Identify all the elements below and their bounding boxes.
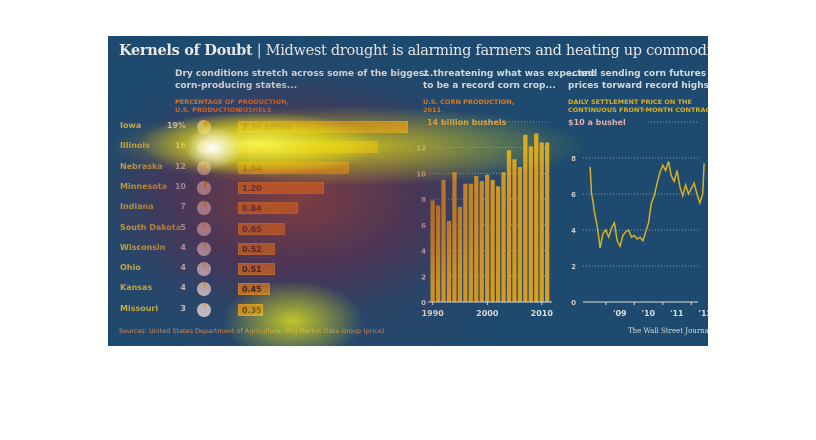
production-bar-2003 (501, 172, 506, 302)
price-y-tick-label: 0 (571, 299, 576, 307)
bar-y-tick-label: 6 (421, 222, 426, 230)
production-bar-1992 (441, 179, 446, 302)
production-bar-2005 (512, 159, 517, 302)
credit: The Wall Street Journal (628, 327, 708, 335)
charts-svg: 0 2 4 6 8 10 12 14 billion bushels 1990 2000 2010 0… (416, 118, 708, 318)
production-bar-1999 (479, 181, 484, 302)
production-bar-2007 (523, 134, 528, 302)
production-bar-2004 (506, 150, 512, 302)
price-y-tick-label: 4 (571, 227, 576, 235)
sources-note: Sources: United States Department of Agr… (119, 327, 385, 335)
bar-y-tick-label: 8 (421, 196, 426, 204)
price-y-tick-label: 6 (571, 191, 576, 199)
production-bar-2008 (528, 146, 533, 302)
price-y-tick-label: $10 a bushel (568, 118, 626, 127)
production-bar-1991 (435, 205, 441, 302)
production-bar-2000 (485, 174, 490, 302)
bar-x-tick-label: 1990 (422, 309, 445, 318)
price-x-tick-label: '10 (642, 309, 656, 318)
bar-y-tick-label: 10 (416, 170, 426, 178)
production-bar-2011 (545, 142, 550, 302)
production-bar-2002 (495, 186, 501, 302)
price-y-tick-label: 8 (571, 155, 576, 163)
production-bar-1997 (468, 183, 473, 302)
price-x-tick-label: '12 (699, 309, 708, 318)
production-bar-2001 (490, 179, 495, 302)
bar-y-tick-label: 0 (421, 299, 426, 307)
price-x-tick-label: '11 (670, 309, 684, 318)
production-bar-1993 (446, 220, 452, 302)
infographic: Kernels of Doubt | Midwest drought is al… (108, 36, 708, 346)
production-bar-2009 (534, 133, 539, 302)
production-bar-1990 (430, 200, 435, 302)
bar-x-tick-label: 2010 (531, 309, 554, 318)
production-bar-1995 (457, 206, 463, 302)
bar-y-tick-label: 4 (421, 248, 426, 256)
corn-price-line (589, 161, 705, 249)
production-bar-2010 (539, 142, 544, 302)
production-bar-1994 (452, 172, 457, 302)
bar-x-tick-label: 2000 (476, 309, 499, 318)
price-y-tick-label: 2 (571, 263, 576, 271)
production-bar-2006 (517, 166, 523, 302)
production-bar-1998 (474, 175, 479, 302)
bar-y-tick-label: 14 billion bushels (427, 118, 507, 127)
bar-y-tick-label: 2 (421, 273, 426, 281)
bar-y-tick-label: 12 (416, 145, 426, 153)
production-bar-1996 (463, 183, 468, 302)
price-x-tick-label: '09 (613, 309, 627, 318)
